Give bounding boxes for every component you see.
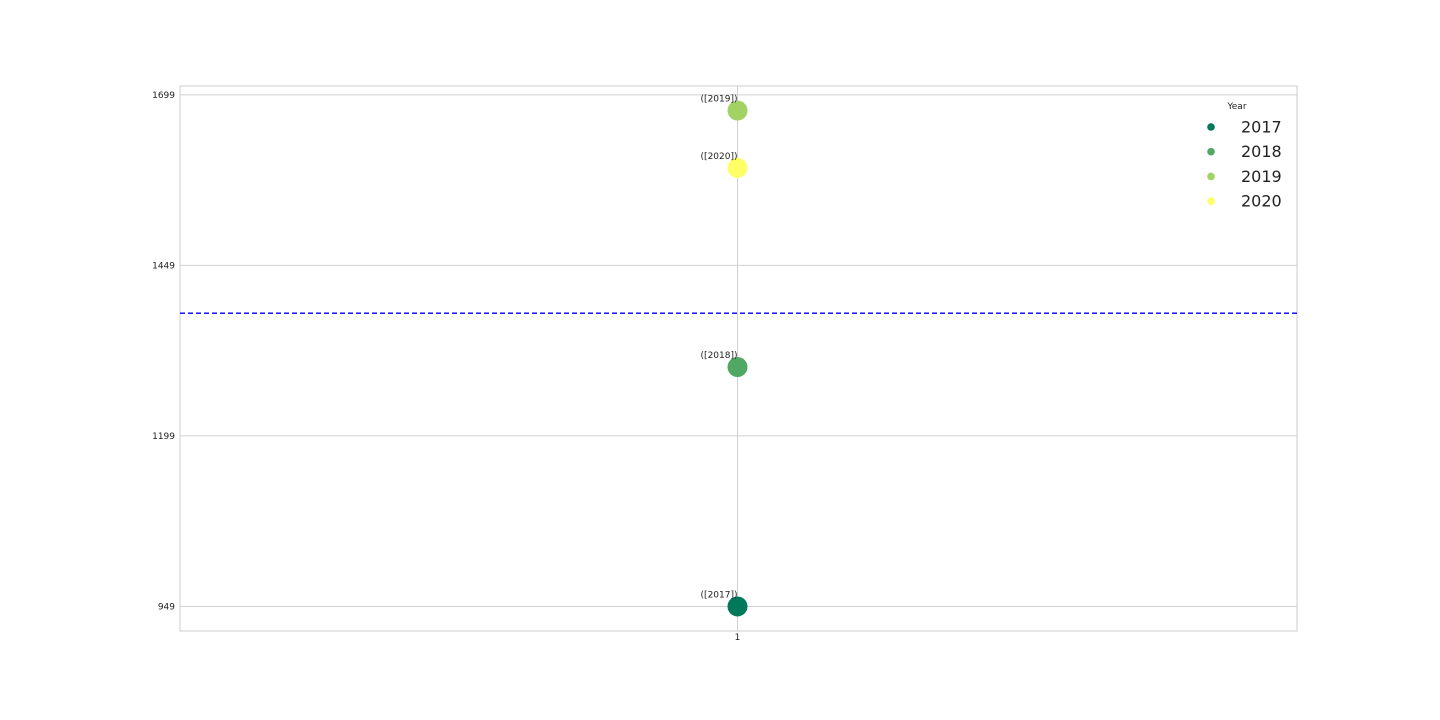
point-label: ([2017]) [701,590,738,600]
data-point-2018 [727,357,748,378]
legend: Year 2017 2018 2019 2020 [1207,102,1282,211]
legend-label: 2017 [1241,118,1282,137]
y-tick-label: 1449 [152,261,175,271]
point-label: ([2019]) [701,95,738,105]
legend-label: 2018 [1241,142,1282,161]
legend-marker [1207,123,1215,131]
y-tick-label: 1199 [152,432,175,442]
legend-marker [1207,172,1215,181]
y-tick-label: 949 [158,602,175,612]
legend-label: 2019 [1241,167,1282,186]
legend-marker [1207,147,1215,156]
data-points: ([2017]) ([2018]) ([2019]) ([2020]) [701,95,748,617]
plot-area-frame [179,85,1298,632]
data-point-2019 [727,100,748,121]
tick-labels: 949 1199 1449 1699 1 [152,91,740,643]
point-label: ([2018]) [701,351,738,361]
legend-marker [1207,197,1215,205]
legend-label: 2020 [1241,192,1282,211]
data-point-2017 [727,596,748,617]
y-tick-label: 1699 [152,91,175,101]
legend-title: Year [1226,102,1246,112]
x-tick-label: 1 [735,633,741,643]
point-label: ([2020]) [701,152,738,162]
data-point-2020 [727,157,748,178]
